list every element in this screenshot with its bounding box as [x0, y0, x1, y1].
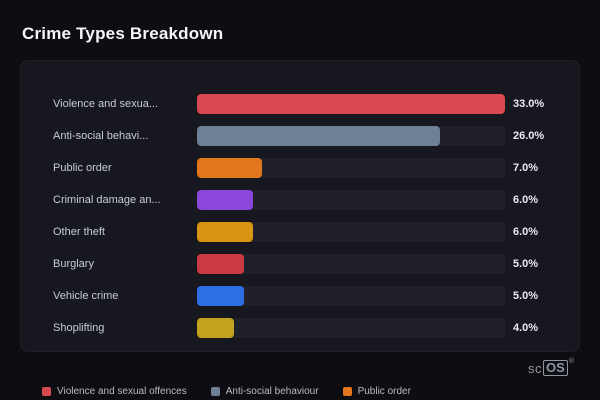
bar[interactable] — [197, 222, 253, 242]
value-label: 6.0% — [513, 194, 539, 206]
logo-box: OS — [543, 360, 568, 376]
bar[interactable] — [197, 286, 244, 306]
bar-row: Criminal damage an... 6.0% — [53, 190, 555, 210]
scos-logo: sc OS ® — [528, 358, 574, 376]
bar-track — [197, 126, 505, 146]
registered-mark: ® — [568, 358, 574, 365]
bar-track — [197, 222, 505, 242]
page-title: Crime Types Breakdown — [22, 24, 224, 43]
value-label: 5.0% — [513, 258, 539, 270]
bar[interactable] — [197, 190, 253, 210]
bar-track — [197, 254, 505, 274]
legend-label: Violence and sexual offences — [57, 385, 187, 397]
value-label: 26.0% — [513, 130, 545, 142]
bar-track — [197, 318, 505, 338]
bar-track — [197, 94, 505, 114]
legend-label: Public order — [357, 385, 411, 397]
bar-row: Anti-social behavi... 26.0% — [53, 126, 555, 146]
legend-item[interactable]: Public order — [342, 385, 411, 397]
bar-track — [197, 286, 505, 306]
legend-swatch-icon — [210, 386, 220, 396]
category-label: Shoplifting — [53, 322, 105, 334]
bar-row: Shoplifting 4.0% — [53, 318, 555, 338]
value-label: 7.0% — [513, 162, 539, 174]
value-label: 4.0% — [513, 322, 539, 334]
legend-item[interactable]: Anti-social behaviour — [210, 385, 319, 397]
bar-row: Violence and sexua... 33.0% — [53, 94, 555, 114]
bar[interactable] — [197, 126, 440, 146]
category-label: Anti-social behavi... — [53, 130, 149, 142]
bar-row: Burglary 5.0% — [53, 254, 555, 274]
bar-track — [197, 190, 505, 210]
legend-label: Anti-social behaviour — [225, 385, 319, 397]
value-label: 5.0% — [513, 290, 539, 302]
bar[interactable] — [197, 318, 235, 338]
legend-swatch-icon — [342, 386, 352, 396]
bar-row: Vehicle crime 5.0% — [53, 286, 555, 306]
bar-row: Other theft 6.0% — [53, 222, 555, 242]
logo-prefix: sc — [528, 360, 543, 376]
category-label: Public order — [53, 162, 112, 174]
category-label: Vehicle crime — [53, 290, 119, 302]
chart-legend: Violence and sexual offences Anti-social … — [42, 383, 411, 399]
bar-row: Public order 7.0% — [53, 158, 555, 178]
legend-swatch-icon — [42, 386, 51, 396]
value-label: 6.0% — [513, 226, 539, 238]
bar[interactable] — [197, 254, 244, 274]
bar-track — [197, 158, 505, 178]
category-label: Other theft — [53, 226, 105, 238]
category-label: Violence and sexua... — [53, 98, 158, 110]
bar-chart: Violence and sexua... 33.0% Anti-social be… — [53, 94, 555, 338]
value-label: 33.0% — [513, 98, 545, 110]
category-label: Criminal damage an... — [53, 194, 161, 206]
category-label: Burglary — [53, 258, 94, 270]
bar[interactable] — [197, 158, 263, 178]
chart-panel: Violence and sexua... 33.0% Anti-social be… — [20, 60, 580, 352]
legend-item[interactable]: Violence and sexual offences — [42, 386, 187, 397]
bar[interactable] — [197, 94, 505, 114]
